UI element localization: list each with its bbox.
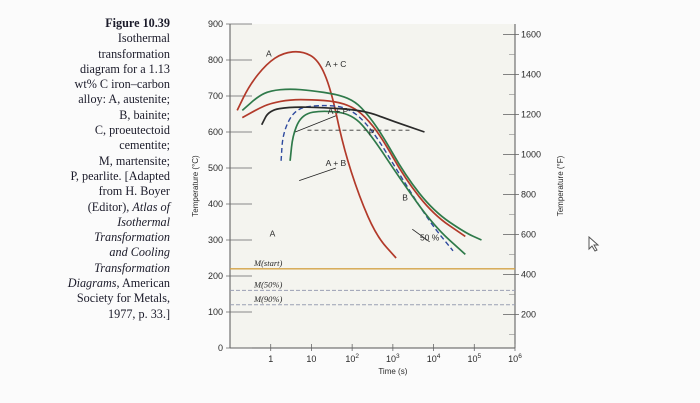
y2-axis-label: Temperature (°F) [556, 155, 565, 216]
x-axis-label: Time (s) [378, 367, 407, 376]
y2-tick-label: 1600 [521, 29, 541, 39]
y-tick-label: 400 [208, 199, 223, 209]
x-tick-label: 103 [386, 353, 400, 364]
x-tick-label: 10 [306, 354, 316, 364]
plot-area [230, 24, 515, 348]
martensite-label: M(50%) [253, 279, 282, 289]
caption-line: wt% C iron–carbon [74, 77, 170, 92]
x-tick-exponent: 6 [518, 353, 522, 360]
x-tick-label: 104 [427, 353, 441, 364]
y2-tick-label: 800 [521, 189, 536, 199]
caption-line: (Editor), Atlas of [87, 199, 170, 214]
region-label: B [402, 192, 408, 202]
pointer-line [412, 228, 430, 243]
caption-line: cementite; [119, 138, 170, 153]
caption-line: from H. Boyer [98, 184, 170, 199]
pointer-line [299, 167, 337, 181]
caption-line: B, bainite; [119, 107, 170, 122]
region-label: P [369, 128, 375, 138]
martensite-label: M(90%) [253, 294, 282, 304]
y2-tick-label: 1400 [521, 69, 541, 79]
caption-line: 1977, p. 33.] [108, 306, 170, 321]
x-tick-label: 102 [345, 353, 359, 364]
figure-number: Figure 10.39 [105, 16, 170, 30]
y-tick-label: 800 [208, 55, 223, 65]
y2-tick-label: 600 [521, 229, 536, 239]
region-label: A [270, 228, 276, 238]
caption-line: C, proeutectoid [94, 123, 170, 138]
y-tick-label: 500 [208, 163, 223, 173]
y-tick-label: 0 [218, 343, 223, 353]
y2-tick-label: 1200 [521, 109, 541, 119]
mouse-cursor-icon [588, 236, 600, 252]
x-tick-label: 1 [268, 354, 273, 364]
y-tick-label: 200 [208, 271, 223, 281]
caption-line: P, pearlite. [Adapted [70, 168, 171, 183]
caption-line: Isothermal [117, 31, 170, 46]
caption-line: Isothermal [117, 214, 170, 229]
y2-tick-label: 200 [521, 309, 536, 319]
pointer-line [295, 115, 337, 133]
figure-caption: Figure 10.39 Isothermal transformation d… [52, 16, 170, 322]
caption-line: Diagrams, American [67, 276, 170, 291]
y2-tick-label: 400 [521, 269, 536, 279]
y-axis-label: Temperature (°C) [191, 155, 200, 217]
ttt-curve [241, 88, 482, 241]
caption-line: alloy: A, austenite; [78, 92, 170, 107]
caption-line: Society for Metals, [76, 291, 170, 306]
region-label: A + B [326, 158, 347, 168]
y-tick-label: 300 [208, 235, 223, 245]
ttt-curve [289, 110, 466, 256]
caption-line: and Cooling [109, 245, 170, 260]
caption-line: diagram for a 1.13 [79, 61, 170, 76]
caption-line: Transformation [94, 260, 170, 275]
y-tick-label: 100 [208, 307, 223, 317]
caption-line: transformation [98, 46, 170, 61]
region-label: A [266, 48, 272, 58]
y-tick-label: 900 [208, 19, 223, 29]
caption-line: Transformation [94, 230, 170, 245]
region-label: 50 % [420, 233, 440, 243]
x-tick-label: 105 [467, 353, 481, 364]
ttt-curve [236, 50, 397, 259]
ttt-curve [260, 106, 425, 133]
x-tick-exponent: 2 [355, 353, 359, 360]
ttt-curve [280, 104, 454, 252]
martensite-label: M(start) [253, 258, 283, 268]
x-tick-exponent: 4 [437, 353, 441, 360]
y2-tick-label: 1000 [521, 149, 541, 159]
y-tick-label: 600 [208, 127, 223, 137]
caption-line: M, martensite; [98, 153, 170, 168]
ttt-curve [241, 98, 466, 238]
y-tick-label: 700 [208, 91, 223, 101]
region-label: A + C [325, 59, 346, 69]
x-tick-label: 106 [508, 353, 522, 364]
x-tick-exponent: 3 [396, 353, 400, 360]
region-label: A + P [328, 106, 349, 116]
x-tick-exponent: 5 [477, 353, 481, 360]
